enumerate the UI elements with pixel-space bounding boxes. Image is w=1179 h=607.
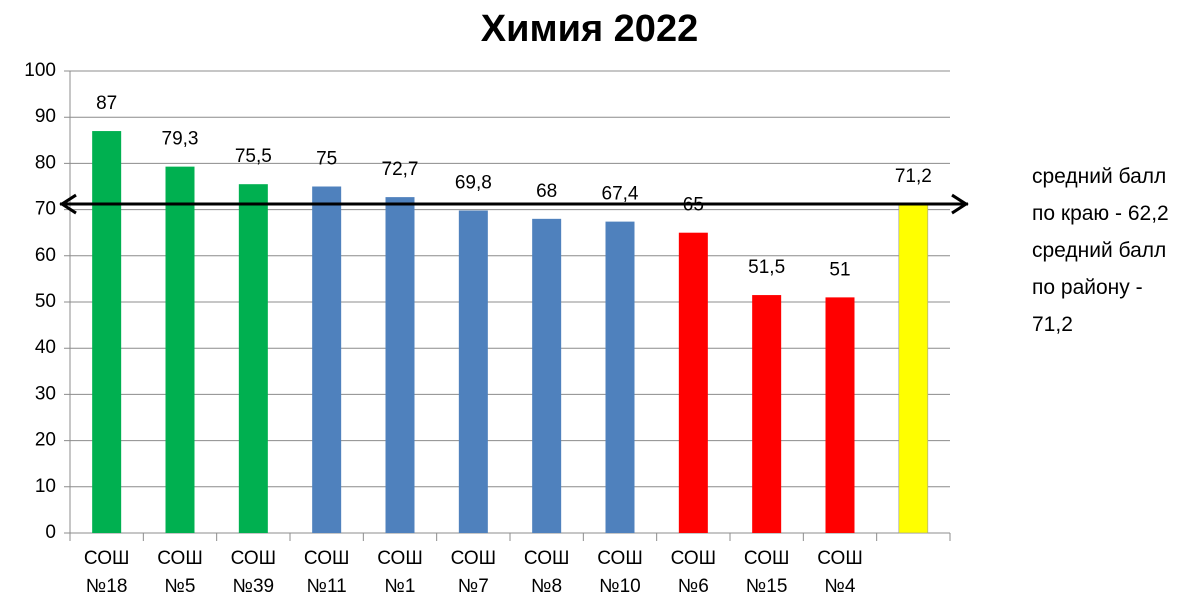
x-tick-label: СОШ №5 <box>157 548 203 597</box>
arrow-head <box>59 193 77 215</box>
x-tick-label: СОШ №6 <box>670 548 717 597</box>
bar <box>92 131 122 533</box>
arrow-head <box>951 193 969 215</box>
x-tick-label: СОШ №11 <box>303 548 350 597</box>
bar <box>238 184 268 533</box>
y-tick-label: 40 <box>35 337 56 358</box>
x-tick-label: СОШ №1 <box>377 548 423 597</box>
bar <box>678 232 708 533</box>
x-tick-label: СОШ №10 <box>597 548 643 597</box>
data-label: 51 <box>829 259 850 280</box>
data-label: 75 <box>316 149 337 170</box>
bar <box>165 166 195 533</box>
y-tick-label: 100 <box>24 60 56 81</box>
x-tick-label: СОШ №8 <box>523 548 570 597</box>
data-label: 71,2 <box>895 166 932 187</box>
y-tick-label: 50 <box>35 291 56 312</box>
bar <box>825 297 855 533</box>
data-label: 87 <box>96 93 117 114</box>
data-label: 51,5 <box>748 257 785 278</box>
y-tick-label: 10 <box>35 476 56 497</box>
y-tick-label: 60 <box>35 245 56 266</box>
data-label: 67,4 <box>602 184 639 205</box>
y-tick-label: 20 <box>35 430 56 451</box>
x-tick-label: СОШ №7 <box>450 548 497 597</box>
y-tick-label: 80 <box>35 152 56 173</box>
y-tick-label: 90 <box>35 106 56 127</box>
bar <box>752 295 782 533</box>
data-label: 72,7 <box>382 159 419 180</box>
bar <box>385 197 415 533</box>
data-label: 75,5 <box>235 146 272 167</box>
bar <box>532 218 562 533</box>
y-tick-label: 70 <box>35 199 56 220</box>
chart-title: Химия 2022 <box>480 8 699 50</box>
annotation: средний балл по краю - 62,2 средний балл… <box>1032 165 1169 336</box>
x-tick-label: СОШ №18 <box>83 548 130 597</box>
y-tick-label: 0 <box>45 522 56 543</box>
bar <box>312 186 342 533</box>
x-tick-label: СОШ №39 <box>230 548 277 597</box>
y-tick-label: 30 <box>35 383 56 404</box>
bar <box>458 210 488 534</box>
data-label: 68 <box>536 181 557 202</box>
bar <box>898 203 929 534</box>
data-label: 69,8 <box>455 173 492 194</box>
x-tick-label: СОШ №4 <box>817 548 863 597</box>
data-label: 79,3 <box>162 129 199 150</box>
bar <box>605 221 635 533</box>
x-tick-label: СОШ №15 <box>743 548 790 597</box>
